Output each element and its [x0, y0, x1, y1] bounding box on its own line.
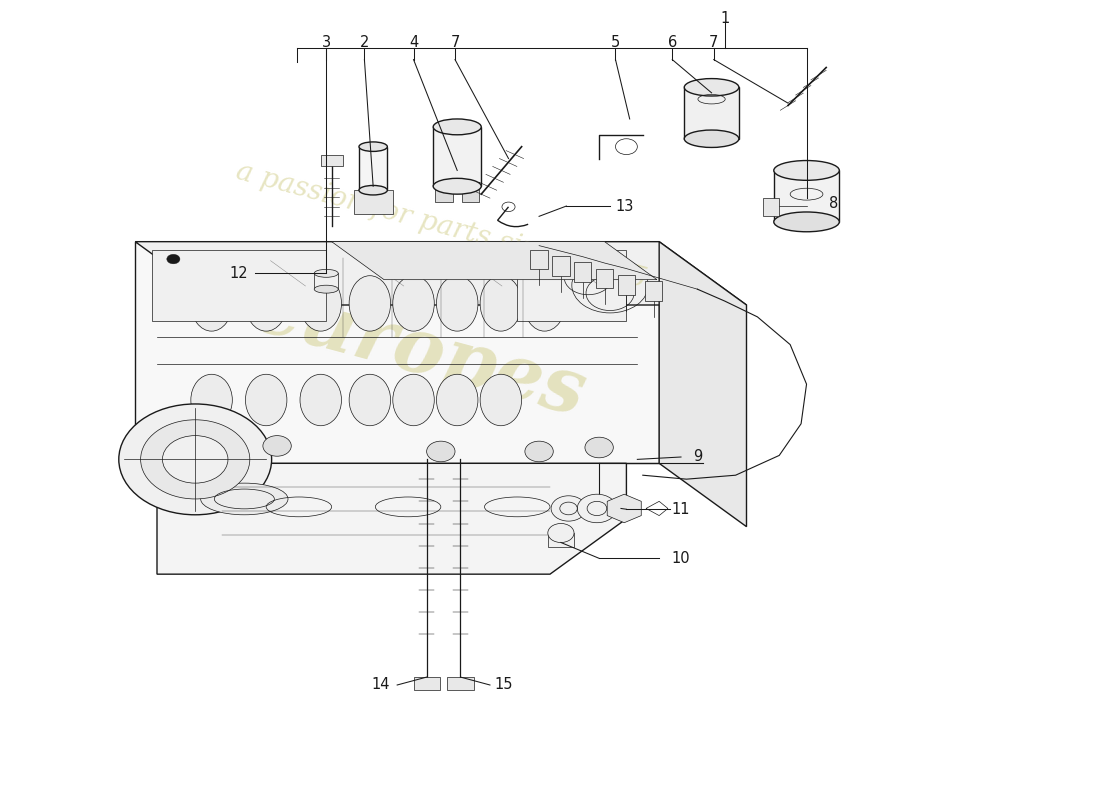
Circle shape [578, 494, 617, 522]
Bar [321, 155, 342, 166]
Ellipse shape [349, 374, 390, 426]
Circle shape [141, 420, 250, 499]
Bar [618, 275, 635, 294]
Circle shape [119, 404, 272, 514]
Bar [462, 182, 478, 202]
Ellipse shape [393, 276, 434, 331]
Text: 3: 3 [321, 34, 331, 50]
Ellipse shape [315, 286, 338, 293]
Bar [315, 274, 338, 289]
Bar [574, 262, 592, 282]
Ellipse shape [393, 374, 434, 426]
Ellipse shape [245, 276, 287, 331]
Ellipse shape [773, 212, 839, 232]
Ellipse shape [684, 130, 739, 147]
Ellipse shape [437, 374, 477, 426]
Circle shape [163, 436, 228, 483]
Bar [763, 198, 779, 215]
Text: 8: 8 [829, 196, 838, 211]
Text: 6: 6 [668, 34, 676, 50]
Text: 12: 12 [230, 266, 249, 281]
Ellipse shape [300, 374, 341, 426]
Text: 15: 15 [495, 678, 514, 693]
Ellipse shape [524, 276, 565, 331]
Ellipse shape [433, 178, 481, 194]
Ellipse shape [245, 374, 287, 426]
Polygon shape [135, 242, 659, 463]
Polygon shape [135, 242, 747, 305]
Text: 14: 14 [372, 678, 390, 693]
Bar [448, 677, 474, 690]
Circle shape [551, 496, 586, 521]
Bar [548, 533, 574, 547]
Text: 10: 10 [672, 551, 691, 566]
Ellipse shape [315, 270, 338, 278]
Ellipse shape [684, 78, 739, 96]
Bar [773, 170, 839, 222]
Ellipse shape [300, 276, 341, 331]
Text: 7: 7 [450, 34, 460, 50]
Text: 11: 11 [672, 502, 691, 517]
Ellipse shape [190, 374, 232, 426]
Circle shape [585, 438, 614, 458]
Polygon shape [332, 242, 657, 280]
Circle shape [427, 441, 455, 462]
Ellipse shape [349, 276, 390, 331]
Bar [433, 127, 481, 186]
Bar [552, 256, 570, 276]
Text: 9: 9 [693, 450, 702, 465]
Ellipse shape [773, 161, 839, 180]
Text: 7: 7 [710, 34, 718, 50]
Circle shape [548, 523, 574, 542]
Ellipse shape [480, 276, 521, 331]
Text: 5: 5 [610, 34, 620, 50]
Bar [517, 250, 626, 321]
Circle shape [167, 254, 180, 264]
Text: 13: 13 [615, 198, 634, 214]
Bar [684, 87, 739, 138]
Bar [359, 146, 387, 190]
Polygon shape [157, 463, 626, 574]
Bar [152, 250, 327, 321]
Polygon shape [659, 242, 747, 526]
Bar [353, 190, 393, 214]
Ellipse shape [480, 374, 521, 426]
Text: 1: 1 [720, 11, 729, 26]
Text: 2: 2 [360, 34, 370, 50]
Text: 4: 4 [409, 34, 418, 50]
Circle shape [263, 436, 292, 456]
Ellipse shape [190, 276, 232, 331]
Polygon shape [607, 494, 641, 522]
Text: a passion for parts since 1985: a passion for parts since 1985 [233, 158, 649, 294]
Ellipse shape [200, 483, 288, 514]
Bar [436, 182, 453, 202]
Ellipse shape [359, 186, 387, 195]
Bar [645, 282, 662, 301]
Bar [596, 269, 614, 288]
Bar [414, 677, 440, 690]
Text: europes: europes [245, 273, 593, 432]
Ellipse shape [433, 119, 481, 134]
Circle shape [187, 441, 214, 462]
Ellipse shape [437, 276, 477, 331]
Circle shape [525, 441, 553, 462]
Ellipse shape [359, 142, 387, 151]
Bar [530, 250, 548, 270]
